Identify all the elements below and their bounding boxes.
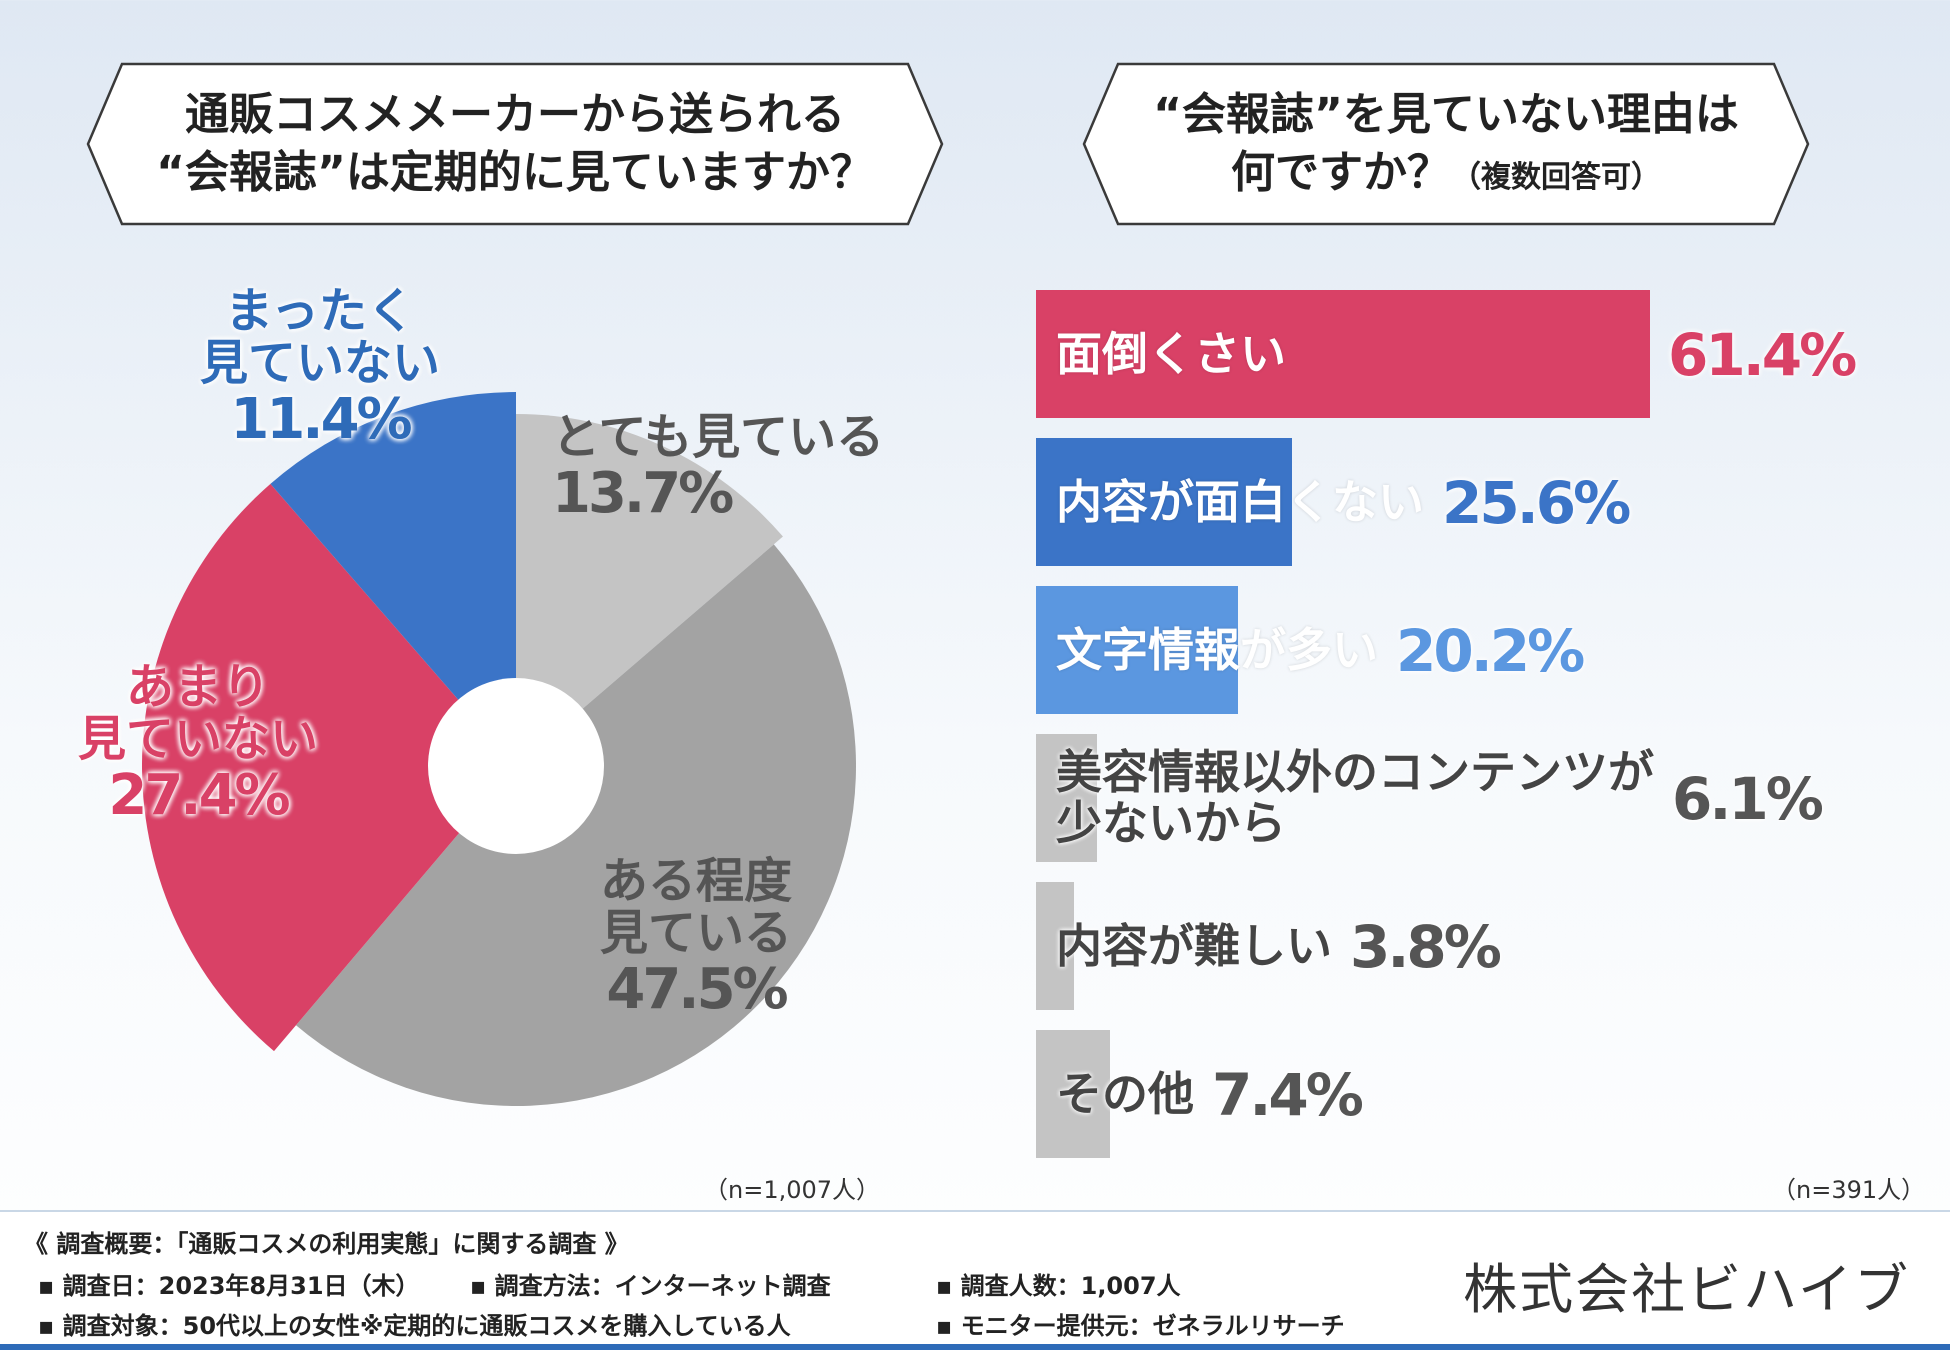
bar-2 — [1036, 586, 1238, 714]
bar-label-4: 内容が難しい — [1056, 918, 1332, 973]
bar-label-3: 美容情報以外のコンテンツが 少ないから — [1056, 747, 1654, 848]
bar-label-text-4: 内容が難しい — [1056, 918, 1332, 973]
pie-slice-rarely — [141, 483, 516, 1052]
right-question-line1: “会報誌”を見ていない理由は — [1153, 88, 1739, 140]
bottom-rule — [0, 1344, 1950, 1350]
right-question-line2: 何ですか？ — [1231, 147, 1451, 198]
survey-count: ▪ 調査人数：1,007人 — [936, 1272, 1181, 1300]
survey-target: ▪ 調査対象：50代以上の女性※定期的に通販コスメを購入している人 — [38, 1312, 791, 1340]
left-question-frame — [86, 62, 944, 226]
left-question-box: 通販コスメメーカーから送られる “会報誌”は定期的に見ていますか？ — [86, 62, 944, 226]
bar-label-0: 面倒くさい — [1056, 326, 1286, 381]
bar-label-text-2: 文字情報が多い — [1056, 622, 1378, 677]
survey-date: ▪ 調査日：2023年8月31日（木） — [38, 1272, 420, 1300]
right-question-frame — [1082, 62, 1810, 226]
bar-label-text2-3: 少ないから — [1056, 795, 1286, 850]
bar-value-4: 3.8% — [1350, 913, 1502, 981]
bar-label-text-3: 美容情報以外のコンテンツが — [1056, 745, 1654, 799]
survey-provider: ▪ モニター提供元：ゼネラルリサーチ — [936, 1312, 1345, 1340]
company-logo-text: 株式会社ビハイブ — [1463, 1258, 1910, 1321]
survey-footer — [0, 1210, 1950, 1352]
bar-label-5: その他 — [1056, 1066, 1194, 1121]
pie-center-hole — [428, 678, 604, 854]
right-question-box: “会報誌”を見ていない理由は 何ですか？（複数回答可） — [1082, 62, 1810, 226]
bar-value-3: 6.1% — [1672, 765, 1824, 833]
bar-label-text-1: 内容が面白くない — [1056, 474, 1424, 529]
bar-1 — [1036, 438, 1292, 566]
pie-slice-very-often — [516, 414, 783, 766]
bar-5 — [1036, 1030, 1110, 1158]
left-sample-size: （n=1,007人） — [704, 1176, 881, 1204]
pie-label-very-often: とても見ている 13.7% — [552, 409, 885, 526]
pie-label-never: まったく 見ていない 11.4% — [200, 283, 441, 452]
left-question-line1: 通販コスメメーカーから送られる — [185, 88, 845, 140]
bar-label-2: 文字情報が多い — [1056, 622, 1378, 677]
survey-method: ▪ 調査方法：インターネット調査 — [470, 1272, 831, 1300]
pie-slice-never — [270, 392, 516, 766]
bar-label-text-5: その他 — [1056, 1066, 1194, 1121]
bar-3 — [1036, 734, 1097, 862]
bar-label-1: 内容が面白くない — [1056, 474, 1424, 529]
pie-chart — [141, 392, 857, 1107]
right-question-note: （複数回答可） — [1451, 160, 1661, 195]
bar-4 — [1036, 882, 1074, 1010]
bar-value-2: 20.2% — [1396, 617, 1585, 685]
bar-label-text-0: 面倒くさい — [1056, 326, 1286, 381]
right-sample-size: （n=391人） — [1772, 1176, 1926, 1204]
bar-value-0: 61.4% — [1668, 321, 1857, 389]
bar-0 — [1036, 290, 1650, 418]
survey-summary: 《 調査概要：「通販コスメの利用実態」に関する調査 》 — [24, 1230, 629, 1258]
pie-label-somewhat: ある程度 見ている 47.5% — [600, 853, 793, 1022]
pie-label-rarely: あまり 見ていない 27.4% — [78, 659, 319, 828]
left-question-line2: “会報誌”は定期的に見ていますか？ — [156, 147, 874, 198]
bar-value-1: 25.6% — [1442, 469, 1631, 537]
bar-value-5: 7.4% — [1212, 1061, 1364, 1129]
